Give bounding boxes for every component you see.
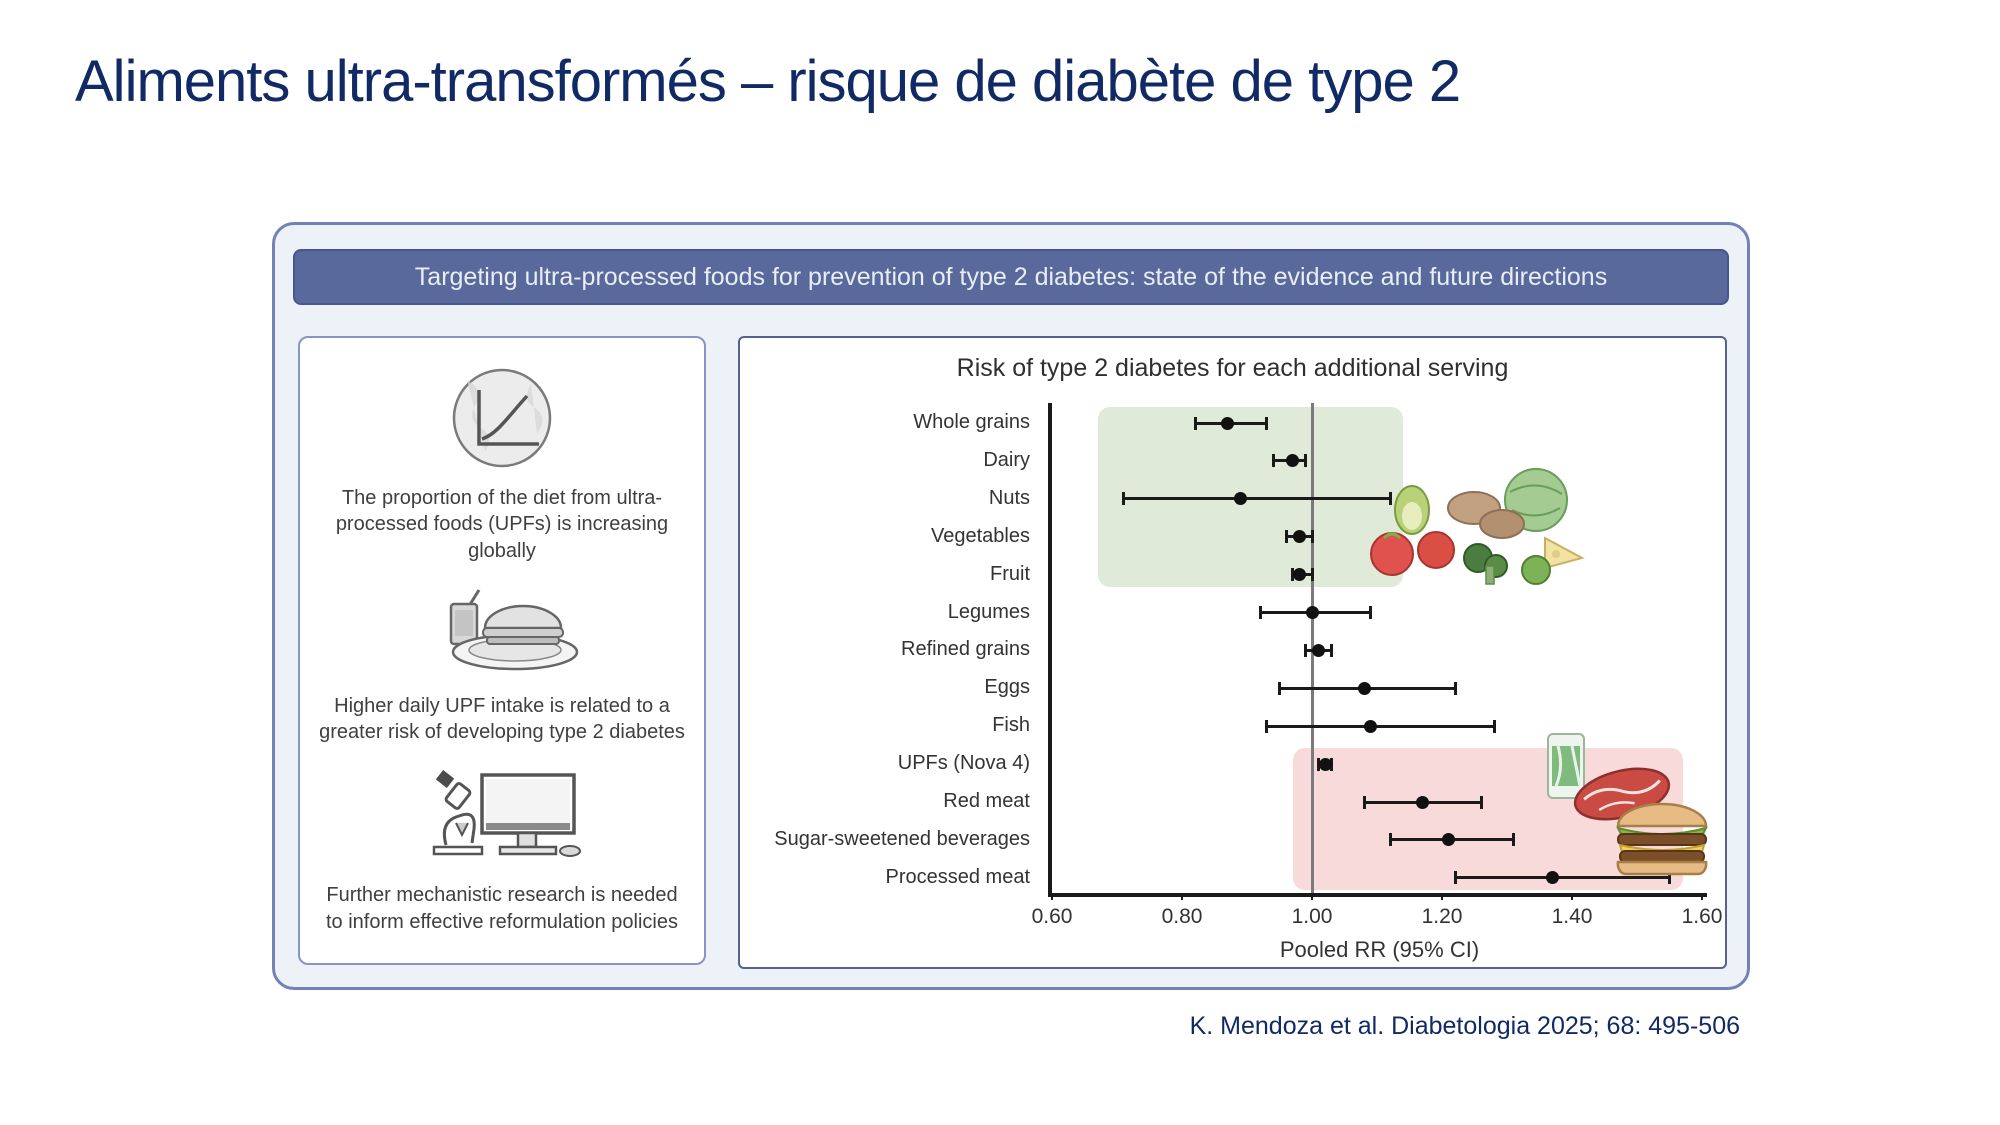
x-tick <box>1701 893 1703 900</box>
ci-cap-high <box>1330 643 1333 657</box>
ci-cap-high <box>1668 871 1671 885</box>
category-label: Legumes <box>947 600 1030 623</box>
x-tick-label: 1.00 <box>1291 905 1333 928</box>
rr-point <box>1234 492 1247 506</box>
ci-cap-high <box>1492 719 1496 733</box>
rr-point <box>1546 871 1559 885</box>
category-label: Fruit <box>990 562 1030 585</box>
unhealthy-foods-illustration <box>1522 730 1722 885</box>
figure-banner-title: Targeting ultra-processed foods for prev… <box>414 262 1608 291</box>
key-points-panel: The proportion of the diet from ultra-pr… <box>298 336 706 965</box>
ci-cap-low <box>1304 643 1307 657</box>
x-tick <box>1311 893 1313 900</box>
x-tick-label: 1.40 <box>1551 905 1593 928</box>
lower-risk-zone <box>1097 407 1403 587</box>
ci-cap-high <box>1304 454 1307 468</box>
rr-point <box>1364 719 1377 733</box>
page-title: Aliments ultra-transformés – risque de d… <box>75 49 1461 114</box>
category-label: Red meat <box>943 790 1030 812</box>
category-label: Nuts <box>988 486 1030 509</box>
rr-point <box>1416 795 1429 809</box>
ci-cap-low <box>1362 795 1366 809</box>
x-tick-label: 1.60 <box>1681 905 1723 928</box>
ci-cap-low <box>1193 416 1197 430</box>
ci-cap-high <box>1330 757 1333 771</box>
ci-cap-high <box>1310 568 1314 582</box>
ci-cap-low <box>1453 871 1457 885</box>
healthy-foods-illustration <box>1340 466 1585 596</box>
key-point-3-text: Further mechanistic research is needed t… <box>325 884 678 933</box>
x-tick <box>1051 893 1053 900</box>
ci-cap-low <box>1271 454 1275 468</box>
key-point-2: Higher daily UPF intake is related to a … <box>317 586 687 746</box>
x-tick <box>1441 893 1443 900</box>
research-computer-icon <box>412 767 592 872</box>
ci-cap-low <box>1258 606 1262 619</box>
ci-cap-low <box>1122 492 1125 506</box>
category-label: Whole grains <box>913 411 1030 433</box>
category-labels: Whole grains Dairy Nuts Vegetables Fruit Legu… <box>740 403 1036 893</box>
category-label: Eggs <box>984 676 1030 699</box>
ci-cap-high <box>1453 681 1457 695</box>
ci-cap-high <box>1388 492 1392 506</box>
category-label: Processed meat <box>885 865 1030 888</box>
x-axis-title: Pooled RR (95% CI) <box>1279 937 1480 962</box>
rr-point <box>1305 606 1319 619</box>
ci-whisker <box>1266 724 1494 728</box>
key-point-3: Further mechanistic research is needed t… <box>317 767 687 935</box>
citation: K. Mendoza et al. Diabetologia 2025; 68:… <box>1189 1012 1740 1040</box>
chart-title: Risk of type 2 diabetes for each additio… <box>956 354 1509 382</box>
x-tick <box>1571 893 1573 900</box>
rr-point <box>1221 416 1234 430</box>
rr-point <box>1318 757 1332 771</box>
ci-whisker <box>1123 497 1390 501</box>
x-tick <box>1181 893 1183 900</box>
ci-whisker <box>1455 876 1670 880</box>
ci-cap-high <box>1265 416 1268 430</box>
globe-trend-icon <box>427 366 577 475</box>
key-point-2-text: Higher daily UPF intake is related to a … <box>319 694 685 744</box>
category-label: Sugar-sweetened beverages <box>774 827 1030 850</box>
rr-point <box>1292 568 1306 582</box>
key-point-1: The proportion of the diet from ultra-pr… <box>317 366 687 564</box>
ci-cap-high <box>1512 833 1515 847</box>
forest-plot-panel: Risk of type 2 diabetes for each additio… <box>738 336 1727 969</box>
ci-cap-high <box>1310 530 1314 544</box>
category-label: Fish <box>992 714 1030 737</box>
key-point-1-text: The proportion of the diet from ultra-pr… <box>335 486 669 562</box>
figure-banner: Targeting ultra-processed foods for prev… <box>293 249 1729 305</box>
ci-cap-high <box>1479 795 1483 809</box>
rr-point <box>1292 530 1306 544</box>
x-tick-label: 0.60 <box>1031 905 1073 928</box>
rr-point <box>1357 681 1371 695</box>
ci-cap-low <box>1388 833 1392 847</box>
x-tick-label: 0.80 <box>1161 905 1203 928</box>
fast-food-icon <box>417 586 587 683</box>
ci-cap-low <box>1265 719 1268 733</box>
category-label: Refined grains <box>901 638 1030 661</box>
category-label: UPFs (Nova 4) <box>897 752 1030 775</box>
ci-cap-low <box>1278 681 1281 695</box>
figure-container: Targeting ultra-processed foods for prev… <box>272 222 1750 990</box>
category-label: Vegetables <box>931 524 1030 547</box>
x-tick-label: 1.20 <box>1421 905 1463 928</box>
rr-point <box>1442 833 1455 847</box>
rr-point <box>1312 643 1325 657</box>
ci-cap-high <box>1369 606 1372 619</box>
category-label: Dairy <box>983 448 1030 471</box>
ci-cap-low <box>1284 530 1288 544</box>
rr-point <box>1286 454 1299 468</box>
